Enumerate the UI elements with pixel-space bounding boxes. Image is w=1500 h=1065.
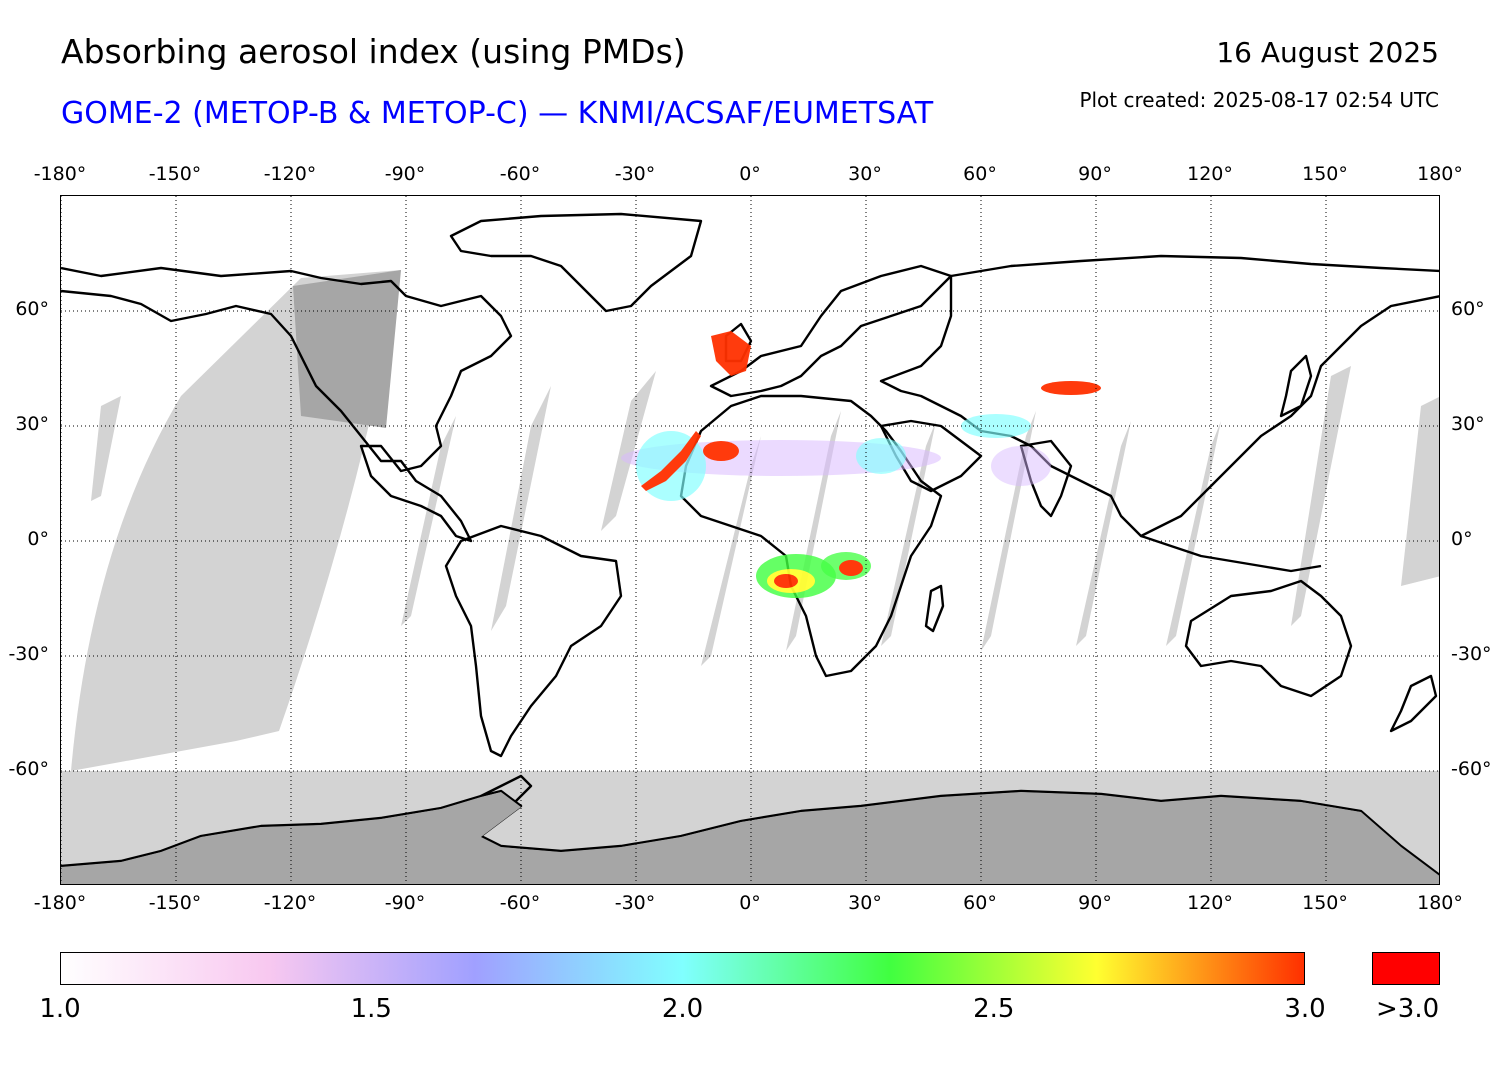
lon-tick-label-bottom: 60° xyxy=(963,892,997,914)
aerosol-east-africa-red xyxy=(839,560,863,576)
australia-coast xyxy=(1184,579,1353,698)
lat-tick-label-left: 60° xyxy=(15,298,49,320)
lon-tick-label-bottom: -90° xyxy=(384,892,426,914)
lat-tick-label-right: 0° xyxy=(1451,528,1473,550)
europe-coast xyxy=(709,264,953,398)
lon-tick-label-bottom: 30° xyxy=(848,892,882,914)
lon-tick-label-bottom: -30° xyxy=(614,892,656,914)
new-zealand-coast xyxy=(1389,674,1438,733)
aerosol-arabian-cyan xyxy=(961,414,1031,438)
colorbar-tick-label: 2.0 xyxy=(661,994,704,1024)
lon-tick-label-top: -180° xyxy=(33,163,87,185)
aerosol-india-faint xyxy=(991,446,1051,486)
colorbar xyxy=(60,952,1305,985)
plot-subtitle: GOME-2 (METOP-B & METOP-C) — KNMI/ACSAF/… xyxy=(61,96,934,131)
map-gridlines xyxy=(61,196,1439,884)
lon-tick-label-top: -30° xyxy=(614,163,656,185)
lon-tick-label-bottom: 120° xyxy=(1187,892,1233,914)
world-map xyxy=(60,195,1440,885)
aerosol-iberia xyxy=(711,331,751,376)
lon-tick-label-top: 0° xyxy=(739,163,761,185)
lon-tick-label-bottom: 150° xyxy=(1302,892,1348,914)
lon-tick-label-bottom: -120° xyxy=(263,892,317,914)
asia-coast xyxy=(879,254,1439,538)
greenland-coast xyxy=(449,212,703,313)
lon-tick-label-bottom: 0° xyxy=(739,892,761,914)
india-coast xyxy=(1019,439,1073,518)
colorbar-over-range xyxy=(1372,952,1440,985)
lat-tick-label-right: 60° xyxy=(1451,298,1485,320)
lat-tick-label-left: -60° xyxy=(8,758,49,780)
lon-tick-label-top: -120° xyxy=(263,163,317,185)
plot-date: 16 August 2025 xyxy=(1216,36,1439,69)
lat-tick-label-left: 0° xyxy=(27,528,49,550)
lon-tick-label-bottom: -150° xyxy=(148,892,202,914)
lat-tick-label-right: -30° xyxy=(1451,643,1492,665)
madagascar-coast xyxy=(924,584,945,633)
aerosol-index-field xyxy=(621,331,1101,598)
lon-tick-label-top: -150° xyxy=(148,163,202,185)
lon-tick-label-bottom: -180° xyxy=(33,892,87,914)
lon-tick-label-top: 150° xyxy=(1302,163,1348,185)
lon-tick-label-top: 90° xyxy=(1078,163,1112,185)
lat-tick-label-right: -60° xyxy=(1451,758,1492,780)
lon-tick-label-top: 30° xyxy=(848,163,882,185)
japan-coast xyxy=(1279,354,1313,418)
aerosol-sahel-hotspot xyxy=(703,441,739,461)
lon-tick-label-bottom: 180° xyxy=(1417,892,1463,914)
lon-tick-label-top: 60° xyxy=(963,163,997,185)
colorbar-tick-label: 1.5 xyxy=(350,994,392,1024)
southeast-asia-islands xyxy=(1140,534,1322,573)
south-america-coast xyxy=(444,524,623,758)
aerosol-red-sea xyxy=(856,438,906,474)
lon-tick-label-top: 180° xyxy=(1417,163,1463,185)
lat-tick-label-right: 30° xyxy=(1451,413,1485,435)
aerosol-west-africa-coast xyxy=(641,431,701,491)
colorbar-over-label: >3.0 xyxy=(1376,994,1440,1024)
plot-created-timestamp: Plot created: 2025-08-17 02:54 UTC xyxy=(1079,88,1439,112)
plot-title: Absorbing aerosol index (using PMDs) xyxy=(61,32,686,71)
lon-tick-label-top: -90° xyxy=(384,163,426,185)
lon-tick-label-top: 120° xyxy=(1187,163,1233,185)
lon-tick-label-top: -60° xyxy=(499,163,541,185)
aerosol-central-asia xyxy=(1041,381,1101,395)
lon-tick-label-bottom: -60° xyxy=(499,892,541,914)
colorbar-tick-label: 2.5 xyxy=(973,994,1015,1024)
map-canvas xyxy=(61,196,1439,884)
africa-coast xyxy=(679,394,943,678)
colorbar-tick-label: 3.0 xyxy=(1284,994,1326,1024)
lat-tick-label-left: 30° xyxy=(15,413,49,435)
aerosol-central-africa-red xyxy=(774,574,798,588)
north-america-coast xyxy=(61,266,513,543)
north-america-no-data-swath xyxy=(293,270,401,428)
lon-tick-label-bottom: 90° xyxy=(1078,892,1112,914)
colorbar-tick-label: 1.0 xyxy=(39,994,81,1024)
lat-tick-label-left: -30° xyxy=(8,643,49,665)
